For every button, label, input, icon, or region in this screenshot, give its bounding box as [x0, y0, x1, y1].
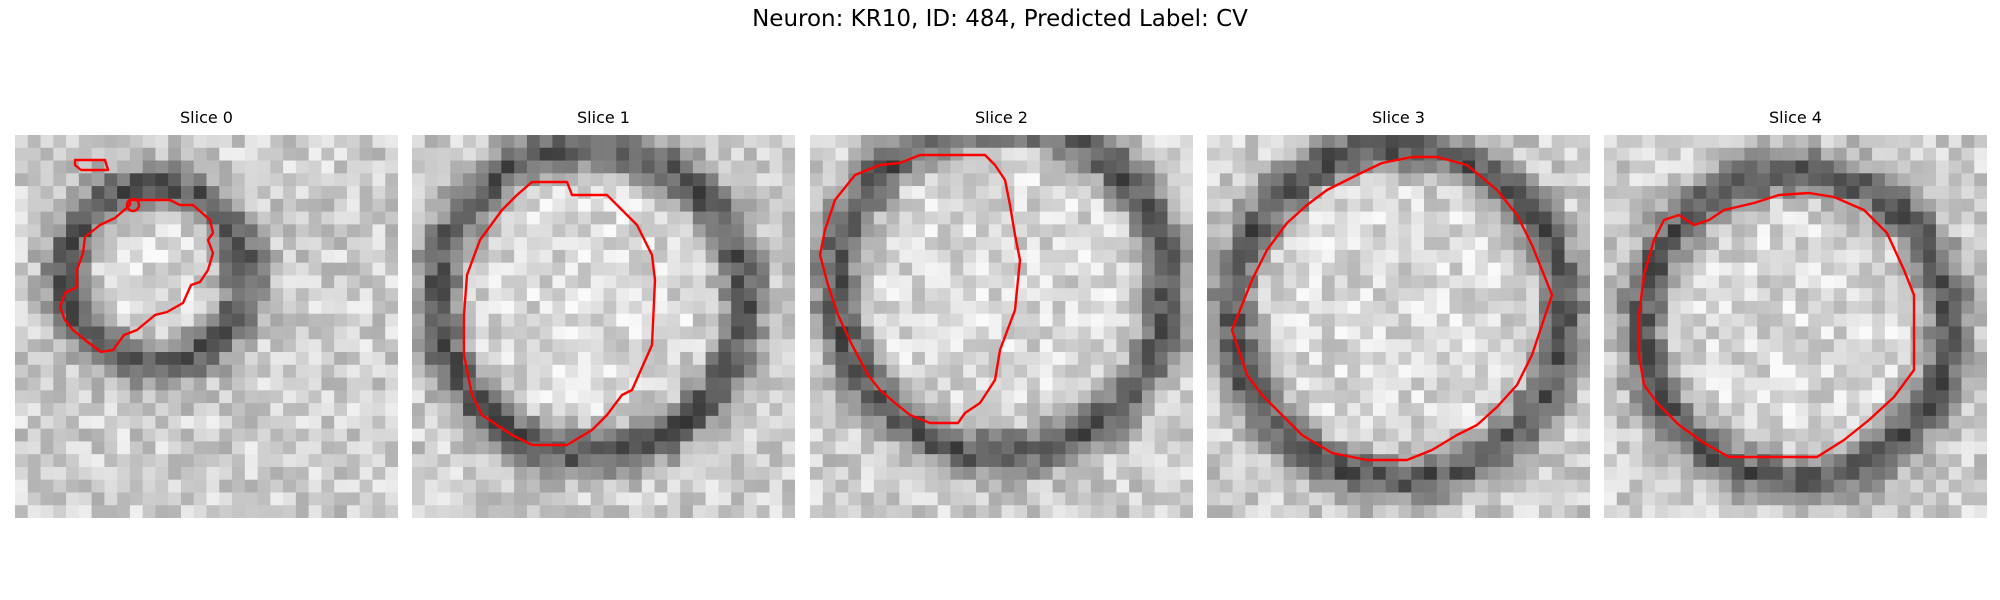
micrograph-pixels: [1604, 135, 1987, 518]
slice-title-2: Slice 2: [810, 108, 1193, 127]
slice-image-2: [810, 135, 1193, 518]
slice-image-1: [412, 135, 795, 518]
slice-title-1: Slice 1: [412, 108, 795, 127]
slice-title-0: Slice 0: [15, 108, 398, 127]
micrograph-pixels: [15, 135, 398, 518]
slice-image-4: [1604, 135, 1987, 518]
slice-image-3: [1207, 135, 1590, 518]
slice-title-4: Slice 4: [1604, 108, 1987, 127]
micrograph-pixels: [810, 135, 1193, 518]
slice-title-3: Slice 3: [1207, 108, 1590, 127]
slice-image-0: [15, 135, 398, 518]
figure-title: Neuron: KR10, ID: 484, Predicted Label: …: [0, 6, 2000, 32]
micrograph-pixels: [412, 135, 795, 518]
